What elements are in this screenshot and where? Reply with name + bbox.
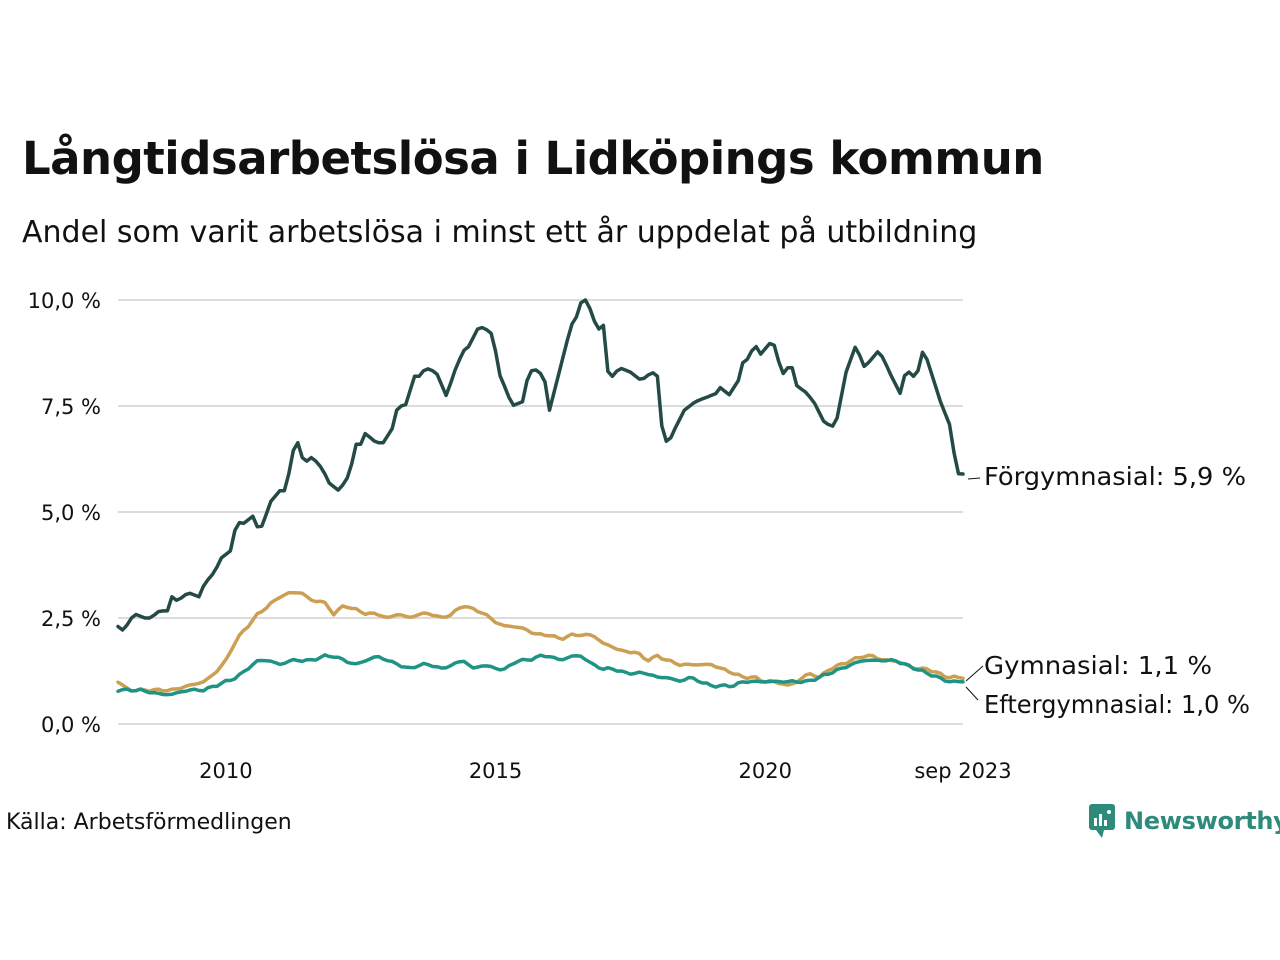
grid-lines <box>118 299 963 725</box>
y-tick-label: 7,5 % <box>41 395 101 419</box>
y-axis-ticks: 0,0 % 2,5 % 5,0 % 7,5 % 10,0 % <box>28 289 101 737</box>
x-tick-label: 2020 <box>738 759 791 783</box>
end-label-gymnasial: Gymnasial: 1,1 % <box>984 651 1212 680</box>
x-tick-label: 2010 <box>199 759 252 783</box>
x-tick-label: sep 2023 <box>914 759 1011 783</box>
series-line-forgymnasial <box>116 298 965 632</box>
y-tick-label: 10,0 % <box>28 289 101 313</box>
y-tick-label: 2,5 % <box>41 607 101 631</box>
newsworthy-icon <box>1089 804 1115 838</box>
y-tick-label: 5,0 % <box>41 501 101 525</box>
end-label-eftergymnasial: Eftergymnasial: 1,0 % <box>984 690 1250 719</box>
series-line-eftergymnasial <box>116 653 965 697</box>
end-labels: Förgymnasial: 5,9 % Gymnasial: 1,1 % Efter… <box>965 462 1250 719</box>
end-label-leader-gymnasial <box>965 665 984 682</box>
newsworthy-logo[interactable]: Newsworthy <box>1088 803 1280 839</box>
x-tick-label: 2015 <box>469 759 522 783</box>
chart-subtitle: Andel som varit arbetslösa i minst ett å… <box>22 215 978 250</box>
series-line-gymnasial <box>116 590 965 694</box>
newsworthy-wordmark: Newsworthy <box>1124 807 1280 835</box>
chart-title: Långtidsarbetslösa i Lidköpings kommun <box>22 132 1044 185</box>
end-label-leader-forgymnasial <box>967 477 981 480</box>
y-tick-label: 0,0 % <box>41 713 101 737</box>
x-axis-ticks: 2010 2015 2020 sep 2023 <box>199 759 1012 783</box>
end-label-forgymnasial: Förgymnasial: 5,9 % <box>984 462 1246 491</box>
end-label-leader-eftergymnasial <box>965 686 979 701</box>
series-lines <box>116 298 965 697</box>
source-note: Källa: Arbetsförmedlingen <box>6 810 292 835</box>
